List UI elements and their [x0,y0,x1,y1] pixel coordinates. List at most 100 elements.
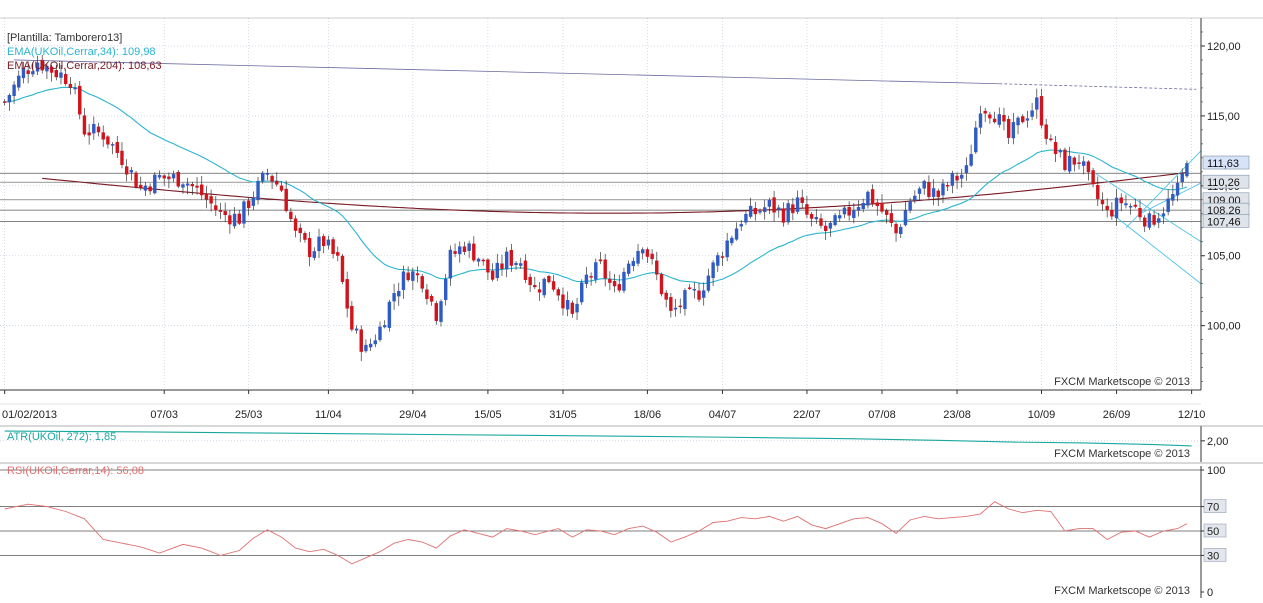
candle[interactable] [594,258,598,284]
candle[interactable] [622,267,626,294]
candle[interactable] [1044,118,1048,145]
candle[interactable] [997,107,1001,128]
candle[interactable] [415,266,420,283]
candle[interactable] [279,181,284,193]
candle[interactable] [716,252,720,273]
candle[interactable] [702,282,706,306]
candle[interactable] [317,228,321,259]
candle[interactable] [124,159,129,182]
candle[interactable] [12,81,16,104]
candle[interactable] [922,179,926,195]
candle[interactable] [7,93,12,111]
candle[interactable] [1096,176,1100,207]
candle[interactable] [322,233,326,254]
candle[interactable] [927,175,931,199]
candle[interactable] [913,190,917,204]
candle[interactable] [941,179,945,204]
candle[interactable] [1157,212,1161,229]
candle[interactable] [983,107,987,123]
candle[interactable] [838,210,842,222]
candle[interactable] [490,263,495,282]
candle[interactable] [1077,154,1081,170]
candle[interactable] [139,176,143,191]
candle[interactable] [237,209,241,226]
candle[interactable] [350,301,354,332]
candle[interactable] [1185,160,1189,178]
candle[interactable] [537,281,542,301]
candle[interactable] [1049,134,1053,142]
candle[interactable] [580,279,584,305]
candle[interactable] [899,224,903,238]
candle[interactable] [978,105,983,135]
candle[interactable] [176,170,180,189]
candle[interactable] [326,235,331,250]
candle[interactable] [336,246,340,262]
candle[interactable] [730,235,734,246]
candle[interactable] [781,202,786,227]
atr-panel[interactable]: 2,00 ATR(UKOil, 272): 1,85 FXCM Marketsc… [0,426,1228,462]
candle[interactable] [1152,211,1156,227]
candle[interactable] [861,198,865,213]
candle[interactable] [533,276,537,290]
candle[interactable] [223,202,227,223]
candle[interactable] [228,210,232,234]
candle[interactable] [673,298,678,317]
candle[interactable] [697,282,701,302]
candle[interactable] [382,320,387,329]
candle[interactable] [936,188,940,207]
candle[interactable] [758,208,762,215]
candle[interactable] [96,122,101,137]
candle[interactable] [608,271,612,291]
candle[interactable] [110,142,115,155]
candle[interactable] [218,202,223,219]
candle[interactable] [908,197,912,214]
candle[interactable] [368,338,373,352]
candle[interactable] [340,253,345,285]
candle[interactable] [373,334,378,348]
candle[interactable] [354,325,359,334]
candle[interactable] [805,195,809,219]
candle[interactable] [458,241,462,263]
candle[interactable] [284,180,288,213]
candle[interactable] [669,292,673,318]
candle[interactable] [303,231,307,243]
candle[interactable] [711,260,715,286]
candle[interactable] [706,268,711,293]
candle[interactable] [842,205,847,219]
candle[interactable] [767,197,772,215]
candle[interactable] [917,186,922,201]
candle[interactable] [1058,148,1062,158]
candle[interactable] [1110,202,1114,220]
candle[interactable] [734,222,739,241]
candle[interactable] [17,70,21,91]
candle[interactable] [476,257,481,267]
candle[interactable] [1006,115,1011,144]
date-axis[interactable]: 01/02/2013 07/03 25/03 11/04 29/04 15/05 31/05… [0,389,1205,421]
candle[interactable] [162,174,166,186]
candle[interactable] [1086,160,1091,181]
candle[interactable] [92,116,96,140]
candle[interactable] [1067,146,1072,174]
candle[interactable] [1030,103,1034,121]
candle[interactable] [626,260,631,277]
candle[interactable] [814,208,819,224]
candle[interactable] [1100,192,1105,211]
candle[interactable] [481,258,485,266]
candle[interactable] [720,251,725,267]
candle[interactable] [1161,207,1166,224]
candle[interactable] [960,168,964,188]
candle[interactable] [791,197,795,221]
candle[interactable] [519,257,523,269]
candle[interactable] [598,251,603,265]
candle[interactable] [425,284,429,305]
candle[interactable] [692,282,697,299]
candle[interactable] [1002,107,1006,131]
candle[interactable] [880,194,884,214]
candle[interactable] [190,181,195,195]
candle[interactable] [1180,168,1184,188]
candle[interactable] [54,64,59,81]
candle[interactable] [894,221,898,242]
candle[interactable] [78,80,82,120]
candle[interactable] [809,212,814,227]
candle[interactable] [392,283,396,310]
